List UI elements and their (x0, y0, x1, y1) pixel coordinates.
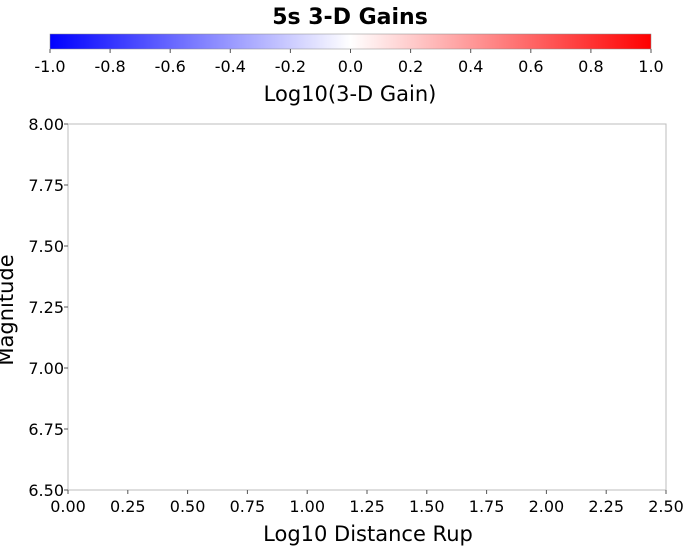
x-tick-label: 0.00 (50, 497, 86, 516)
y-tick-label: 7.00 (28, 359, 64, 378)
y-tick-label: 6.75 (28, 420, 64, 439)
y-tick-label: 7.25 (28, 298, 64, 317)
x-axis-label: Log10 Distance Rup (263, 522, 473, 546)
x-tick-label: 0.75 (230, 497, 266, 516)
colorbar-tick-label: 0.4 (458, 57, 483, 76)
y-axis-ticks: 6.50 6.75 7.00 7.25 7.50 7.75 8.00 (28, 115, 68, 500)
y-tick-label: 6.50 (28, 481, 64, 500)
x-tick-label: 0.50 (170, 497, 206, 516)
colorbar-tick-label: 0.2 (398, 57, 423, 76)
colorbar-tick-label: -0.8 (94, 57, 125, 76)
colorbar-tick-label: -0.6 (155, 57, 186, 76)
colorbar-label: Log10(3-D Gain) (264, 82, 437, 106)
x-tick-label: 1.25 (349, 497, 385, 516)
y-tick-label: 7.50 (28, 237, 64, 256)
x-tick-label: 1.50 (409, 497, 445, 516)
y-tick-label: 7.75 (28, 176, 64, 195)
colorbar-tick-label: -1.0 (34, 57, 65, 76)
chart-title: 5s 3-D Gains (272, 5, 428, 30)
x-axis-ticks: 0.00 0.25 0.50 0.75 1.00 1.25 1.50 1.75 2.00 2.25… (50, 490, 684, 516)
x-tick-label: 2.25 (588, 497, 624, 516)
colorbar-tick-label: 0.8 (578, 57, 603, 76)
x-tick-label: 2.50 (648, 497, 684, 516)
colorbar-tick-label: -0.2 (275, 57, 306, 76)
colorbar-gradient (49, 33, 652, 50)
colorbar-tick-label: 0.6 (518, 57, 543, 76)
x-tick-label: 1.75 (469, 497, 505, 516)
colorbar-tick-label: 1.0 (638, 57, 663, 76)
colorbar-ticks: -1.0 -0.8 -0.6 -0.4 -0.2 0.0 0.2 0.4 0.6 0.8 1.0 (34, 49, 664, 76)
colorbar-tick-label: -0.4 (215, 57, 246, 76)
plot-area (67, 123, 667, 491)
x-tick-label: 0.25 (110, 497, 146, 516)
y-tick-label: 8.00 (28, 115, 64, 134)
colorbar-tick-label: 0.0 (338, 57, 363, 76)
y-axis-label: Magnitude (0, 254, 18, 365)
x-tick-label: 2.00 (529, 497, 565, 516)
x-tick-label: 1.00 (289, 497, 325, 516)
